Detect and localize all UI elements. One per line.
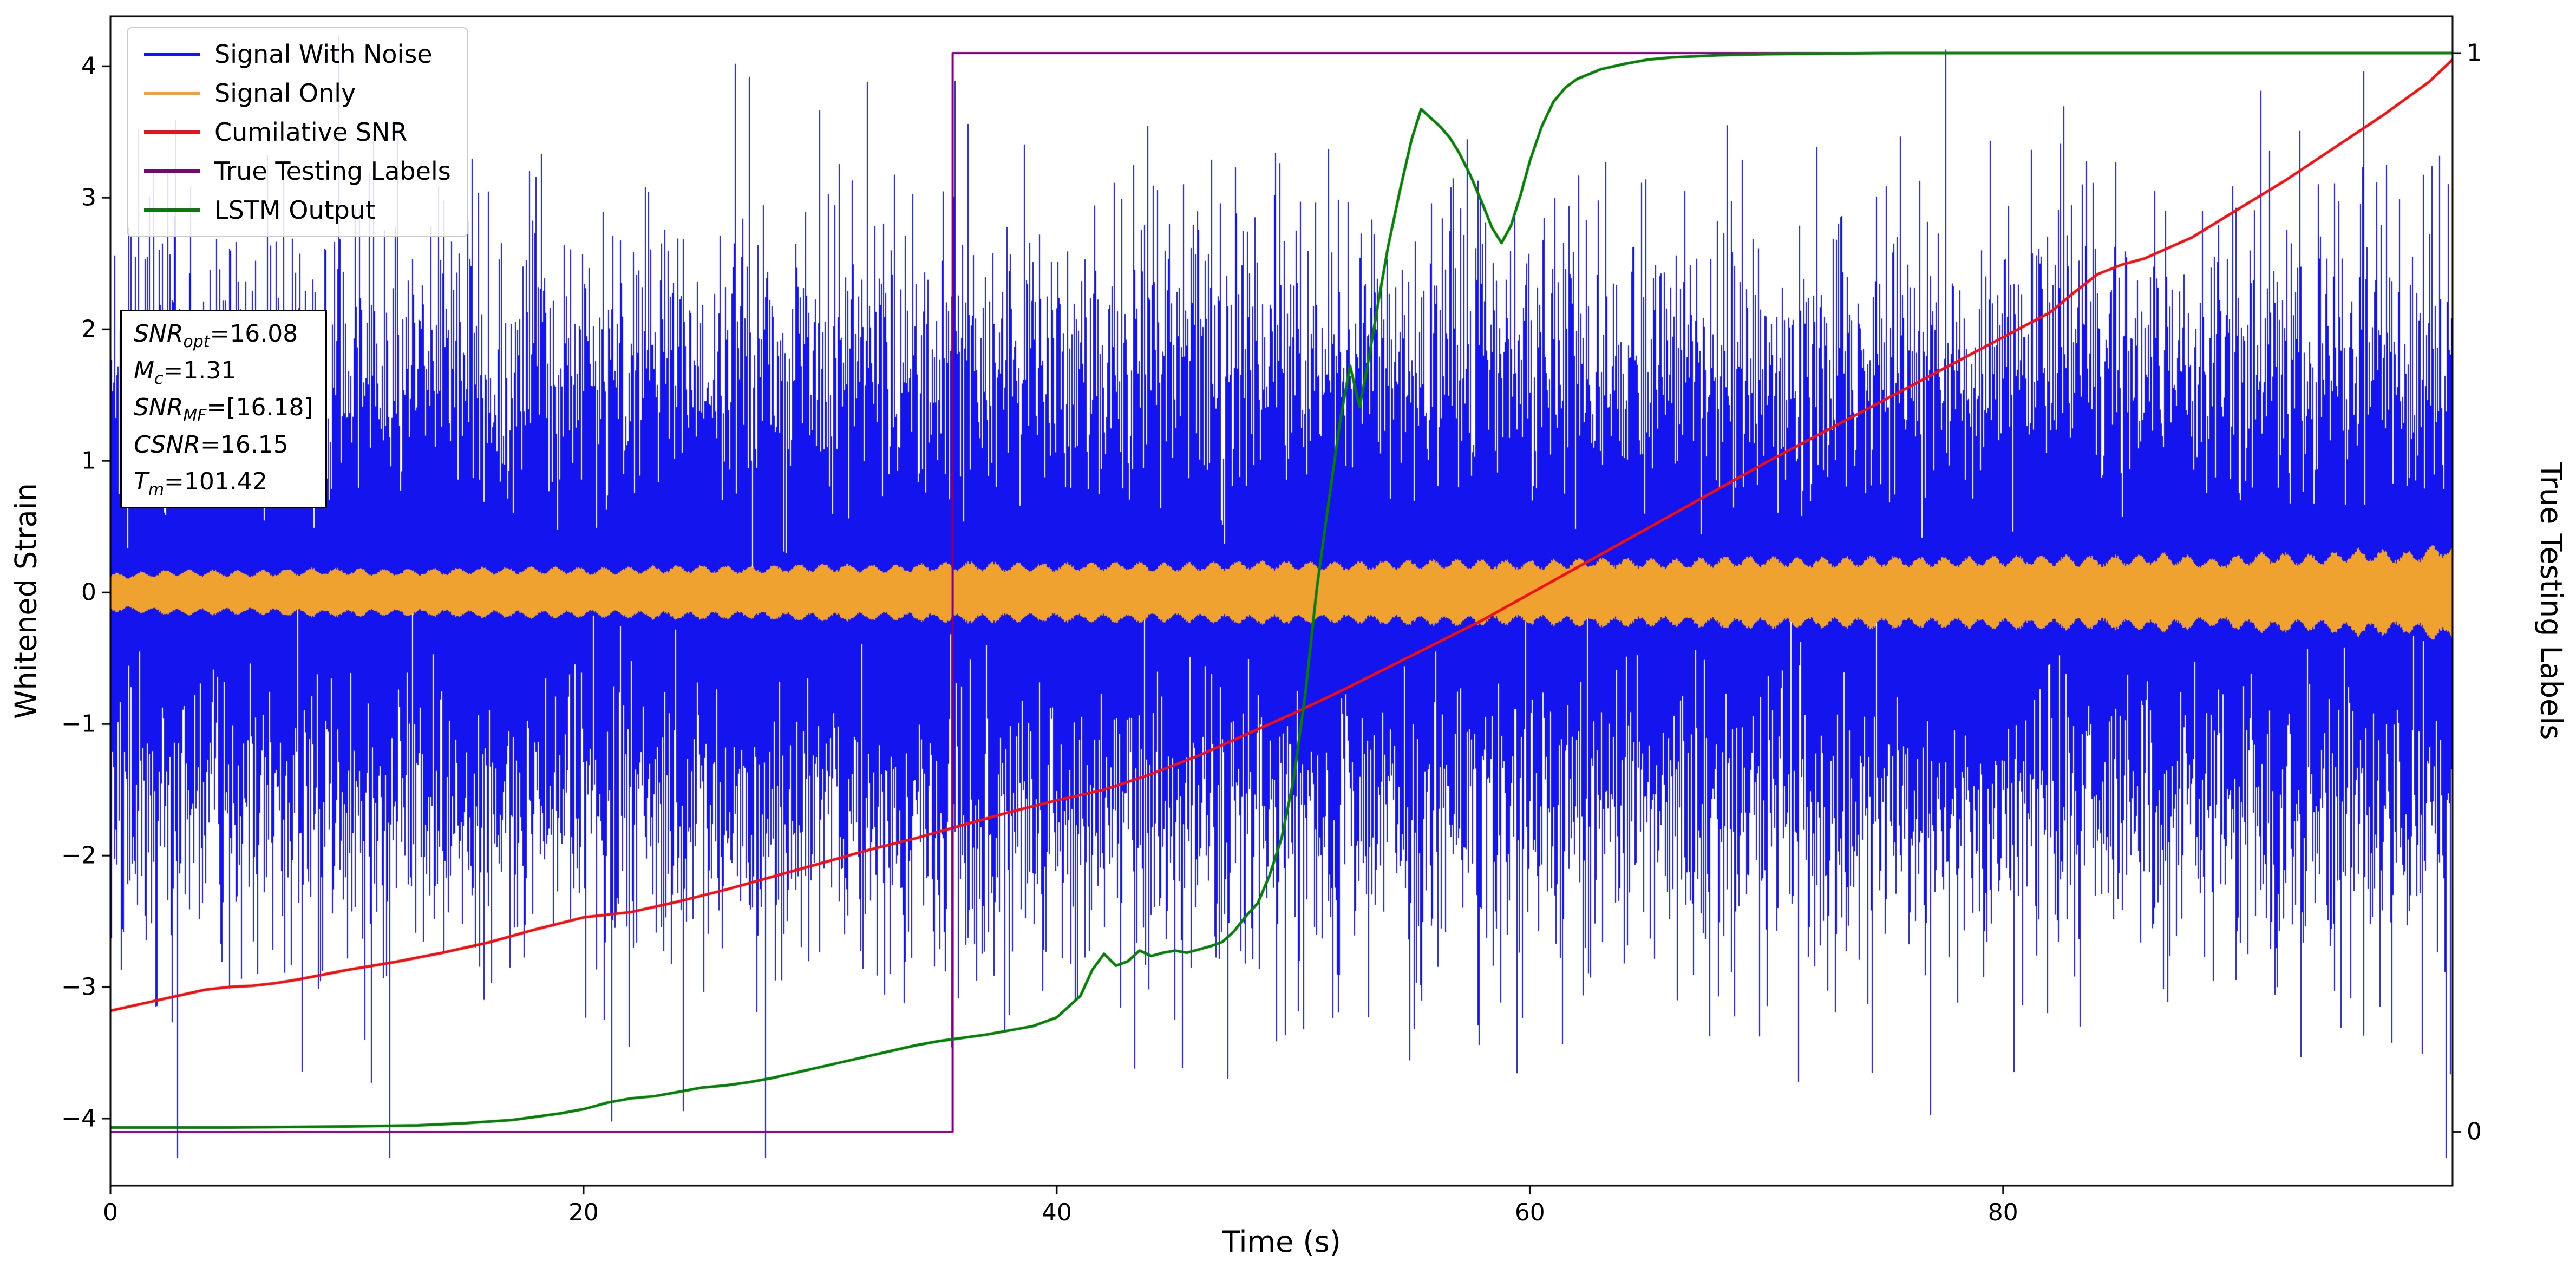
- legend-swatch-cumulative-snr: [144, 130, 200, 134]
- legend-label-signal-only: Signal Only: [214, 79, 356, 108]
- annotation-line-snr-opt: SNRopt=16.08: [134, 320, 298, 351]
- annotation-line-mc: Mc=1.31: [134, 357, 237, 388]
- legend: Signal With Noise Signal Only Cumilative…: [127, 27, 468, 237]
- legend-swatch-lstm-output: [144, 208, 200, 212]
- legend-label-true-testing-labels: True Testing Labels: [214, 156, 451, 186]
- annotation-line-tm: Tm=101.42: [134, 467, 267, 499]
- y-axis-label-right: True Testing Labels: [2534, 462, 2568, 740]
- legend-item-lstm-output: LSTM Output: [144, 195, 451, 225]
- legend-item-true-testing-labels: True Testing Labels: [144, 156, 451, 186]
- y-axis-label-left: Whitened Strain: [9, 483, 43, 719]
- legend-item-signal-with-noise: Signal With Noise: [144, 39, 451, 69]
- annotation-line-snr-mf: SNRMF=[16.18]: [134, 394, 313, 426]
- legend-item-signal-only: Signal Only: [144, 78, 451, 108]
- x-axis-label: Time (s): [1222, 1225, 1341, 1259]
- legend-label-lstm-output: LSTM Output: [214, 195, 376, 225]
- legend-swatch-signal-only: [144, 92, 200, 95]
- annotation-box: SNRopt=16.08 Mc=1.31 SNRMF=[16.18] CSNR=…: [120, 310, 327, 508]
- legend-swatch-signal-with-noise: [144, 53, 200, 56]
- annotation-line-csnr: CSNR=16.15: [134, 430, 289, 459]
- legend-label-signal-with-noise: Signal With Noise: [214, 40, 433, 69]
- legend-item-cumulative-snr: Cumilative SNR: [144, 117, 451, 147]
- legend-swatch-true-testing-labels: [144, 169, 200, 173]
- legend-label-cumulative-snr: Cumilative SNR: [214, 117, 408, 147]
